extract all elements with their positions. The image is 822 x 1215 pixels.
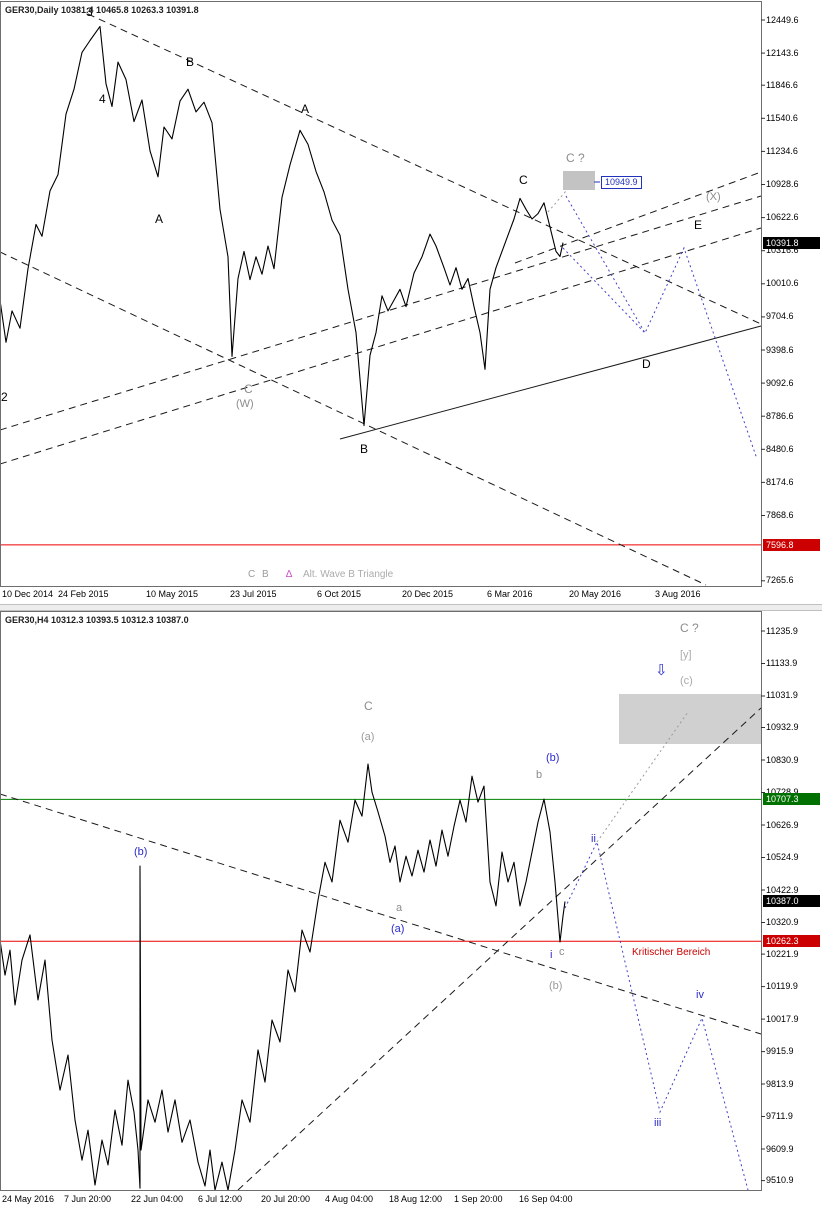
price-series-daily [0, 25, 564, 427]
projection-path[interactable] [564, 840, 749, 1191]
window-divider[interactable] [0, 604, 822, 611]
chart-daily-title: GER30,Daily 10381.4 10465.8 10263.3 1039… [5, 5, 199, 15]
trendline[interactable] [0, 793, 762, 1035]
price-series-h4 [0, 763, 566, 1191]
trendline[interactable] [87, 13, 762, 325]
projection-path[interactable] [596, 711, 689, 843]
trendline[interactable] [514, 171, 762, 264]
trendline[interactable] [0, 227, 762, 465]
chart-h4-title: GER30,H4 10312.3 10393.5 10312.3 10387.0 [5, 615, 189, 625]
projection-path[interactable] [565, 195, 758, 460]
target-zone-box[interactable] [619, 694, 761, 744]
trendline[interactable] [339, 325, 762, 440]
plot-border [0, 1, 762, 587]
projection-path[interactable] [562, 247, 646, 334]
trendline[interactable] [0, 195, 762, 431]
plot-border [0, 611, 762, 1191]
trendline[interactable] [237, 707, 762, 1191]
trendline[interactable] [0, 251, 707, 586]
projection-path[interactable] [547, 190, 567, 213]
target-zone-box[interactable] [563, 171, 595, 190]
